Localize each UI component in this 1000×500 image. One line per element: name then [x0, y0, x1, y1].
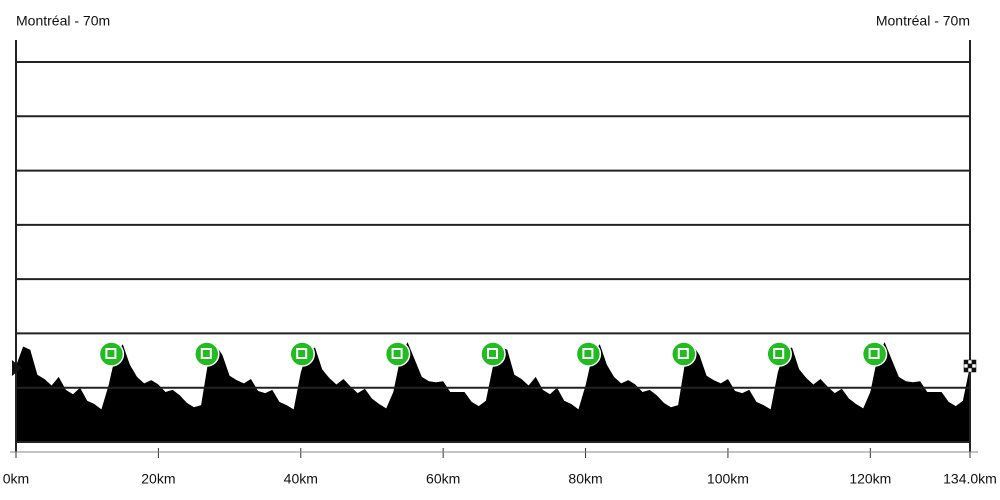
lap-marker-icon [582, 348, 594, 359]
start-flag [12, 360, 22, 376]
finish-flag-cell [967, 363, 973, 369]
finish-flag-cell [967, 359, 973, 365]
x-tick-label: 120km [849, 471, 891, 487]
finish-flag-cell [963, 363, 969, 369]
x-tick-label: 100km [707, 471, 749, 487]
finish-flag-cell [963, 359, 969, 365]
lap-marker-circle [384, 341, 411, 367]
lap-marker-icon [677, 348, 689, 359]
lap-marker-icon [296, 348, 308, 359]
x-tick-label: 0km [3, 471, 29, 487]
lap-marker-icon [868, 348, 880, 359]
lap-marker-circle [98, 341, 125, 367]
lap-marker [194, 341, 220, 367]
lap-marker [480, 341, 506, 367]
lap-marker-icon [200, 348, 212, 359]
lap-marker [289, 341, 315, 367]
finish-flag [963, 359, 977, 373]
lap-marker [384, 341, 411, 367]
x-tick-label: 80km [568, 471, 602, 487]
lap-marker [98, 341, 125, 367]
x-tick-label: 20km [141, 471, 175, 487]
x-tick-label: 60km [426, 471, 460, 487]
finish-flag-cell [971, 359, 977, 365]
lap-marker [766, 341, 792, 367]
lap-marker [575, 341, 602, 367]
lap-marker-icon [391, 348, 403, 359]
lap-marker-icon [773, 348, 785, 359]
finish-flag-cell [963, 367, 969, 373]
finish-label: Montréal - 70m [876, 13, 970, 29]
finish-flag-cell [971, 363, 977, 369]
lap-marker-circle [194, 341, 220, 367]
lap-marker-circle [671, 341, 697, 367]
lap-marker-icon [487, 348, 498, 359]
finish-flag-cell [971, 367, 977, 373]
x-tick-label: 134.0km [943, 471, 997, 487]
finish-flag-cell [967, 367, 973, 373]
lap-marker-circle [575, 341, 602, 367]
lap-marker-circle [480, 341, 506, 367]
lap-marker-circle [766, 341, 792, 367]
elevation-area [16, 342, 970, 442]
lap-marker-circle [289, 341, 315, 367]
x-tick-label: 40km [284, 471, 318, 487]
lap-marker-circle [861, 341, 888, 367]
lap-marker-icon [105, 348, 117, 359]
lap-marker [861, 341, 888, 367]
lap-marker [671, 341, 697, 367]
start-label: Montréal - 70m [16, 13, 110, 29]
